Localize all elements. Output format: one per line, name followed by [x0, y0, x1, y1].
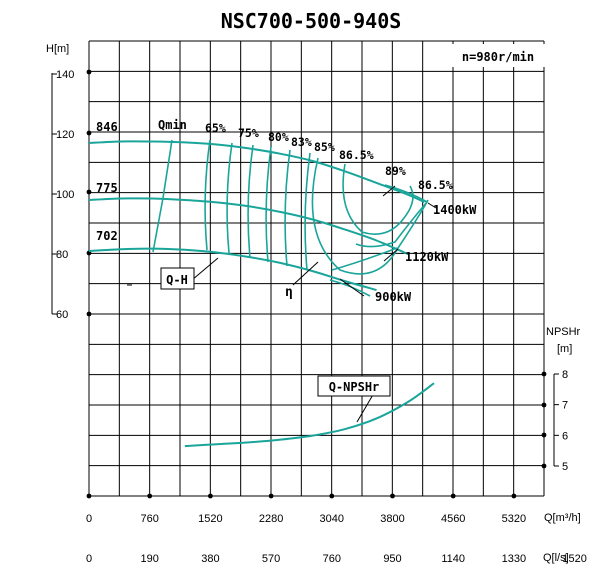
- h-tick-label: 60: [56, 309, 68, 321]
- grid-dot: [329, 493, 335, 499]
- leader-line: [382, 185, 396, 197]
- qh-label-box: [160, 267, 195, 290]
- qmin-label: Qmin: [158, 118, 187, 132]
- efficiency-label: 65%: [205, 121, 226, 135]
- q-m3h-tick-label: 4560: [441, 513, 465, 525]
- iso-efficiency-line: [304, 152, 311, 271]
- q-m3h-tick-label: 2280: [259, 513, 283, 525]
- npsh-tick-label: 8: [562, 369, 568, 381]
- qh-curve-702: [88, 247, 377, 291]
- h-tick-label: 120: [56, 129, 74, 141]
- npshr-label-box: [317, 375, 391, 397]
- q-ls-tick-label: 1330: [502, 553, 526, 565]
- npsh-tick-label: 5: [562, 461, 568, 473]
- iso-efficiency-line: [284, 149, 291, 267]
- q-ls-tick-label: 380: [201, 553, 219, 565]
- eta-label: η: [285, 285, 293, 300]
- power-label: 900kW: [375, 290, 412, 304]
- grid-dot: [511, 493, 517, 499]
- h-tick-label: 100: [56, 189, 74, 201]
- h-axis-ticks: 140 120 100 80 60: [52, 69, 74, 321]
- q-ls-tick-label: 1140: [441, 553, 465, 565]
- grid-dot: [86, 69, 92, 75]
- q-m3h-tick-label: 760: [141, 513, 159, 525]
- q-m3h-tick-label: 5320: [502, 513, 526, 525]
- q-ls-tick-label: 1520: [562, 553, 586, 565]
- h-tick-label: 80: [56, 249, 68, 261]
- npsh-axis-ticks: 8 7 6 5: [554, 369, 568, 473]
- leader-line: [191, 257, 219, 281]
- power-curve-1120: [331, 247, 398, 271]
- grid-dot: [86, 311, 92, 317]
- grid-dot: [86, 189, 92, 195]
- q-m3h-tick-label: 0: [86, 513, 92, 525]
- q-ls-axis-label: Q[l/s]: [543, 552, 569, 564]
- iso-efficiency-loop: [342, 163, 414, 235]
- q-ls-tick-label: 950: [383, 553, 401, 565]
- grid-dot: [450, 493, 456, 499]
- speed-label-box: [452, 44, 546, 67]
- grid-dot: [208, 493, 213, 499]
- iso-efficiency-line: [226, 142, 233, 254]
- q-ls-tick-label: 570: [262, 553, 280, 565]
- iso-efficiency-line: [204, 139, 211, 251]
- power-curve-1400: [355, 184, 429, 248]
- npsh-axis-label: NPSHr: [546, 326, 581, 338]
- q-ls-tick-label: 190: [141, 553, 159, 565]
- qh-curve-846: [88, 140, 425, 204]
- chart-title: NSC700-500-940S: [221, 9, 402, 33]
- curve-labels: 846 775 702 65% 75% 80% 83% 85% 86.5% 89% 86.5% 140…: [96, 118, 477, 397]
- iso-efficiency-loop: [311, 157, 429, 275]
- grid-dot: [541, 432, 547, 438]
- q-m3h-tick-label: 3040: [320, 513, 344, 525]
- grid-dot: [541, 402, 547, 408]
- efficiency-label: 75%: [238, 126, 259, 140]
- power-label: 1120kW: [405, 250, 449, 264]
- iso-efficiency-line: [247, 144, 254, 259]
- grid-dot: [541, 371, 547, 377]
- q-m3h-axis-label: Q[m³/h]: [544, 512, 581, 524]
- npshr-label: Q-NPSHr: [329, 380, 380, 394]
- qh-label: Q-H: [166, 273, 188, 287]
- npsh-tick-label: 7: [562, 400, 568, 412]
- diameter-label: 702: [96, 229, 118, 243]
- efficiency-label: 86.5%: [418, 178, 453, 192]
- q-ls-axis-ticks: 0 190 380 570 760 950 1140 1330 1520: [86, 553, 587, 565]
- npsh-tick-label: 6: [562, 430, 568, 442]
- q-m3h-axis-ticks: 0 760 1520 2280 3040 3800 4560 5320: [86, 513, 526, 525]
- leader-line: [427, 202, 437, 209]
- h-tick-label: 140: [56, 69, 74, 81]
- efficiency-label: 86.5%: [339, 148, 374, 162]
- efficiency-label: 85%: [314, 140, 335, 154]
- diameter-label: 775: [96, 181, 118, 195]
- diameter-label: 846: [96, 120, 118, 134]
- grid-dot: [268, 493, 274, 499]
- qmin-line: [152, 139, 173, 253]
- leader-line: [383, 248, 399, 262]
- power-label: 1400kW: [433, 203, 477, 217]
- grid-dot: [390, 493, 395, 499]
- efficiency-label: 80%: [268, 130, 289, 144]
- iso-efficiency-line: [265, 146, 272, 263]
- npsh-axis-unit: [m]: [557, 343, 572, 355]
- speed-label: n=980r/min: [462, 50, 534, 64]
- efficiency-label: 89%: [385, 164, 406, 178]
- efficiency-label: 83%: [291, 135, 312, 149]
- q-m3h-tick-label: 1520: [198, 513, 222, 525]
- leader-line: [356, 392, 375, 423]
- grid-dot: [541, 463, 547, 469]
- q-m3h-tick-label: 3800: [380, 513, 404, 525]
- grid: [86, 40, 547, 499]
- npshr-curve: [184, 382, 435, 448]
- leader-line: [292, 261, 319, 286]
- grid-dot: [86, 493, 92, 499]
- grid-dot: [147, 493, 153, 499]
- q-ls-tick-label: 0: [86, 553, 92, 565]
- q-ls-tick-label: 760: [323, 553, 341, 565]
- h-axis-label: H[m]: [46, 43, 69, 55]
- leader-line: [339, 278, 365, 297]
- grid-dot: [86, 130, 92, 136]
- curves: [88, 139, 437, 448]
